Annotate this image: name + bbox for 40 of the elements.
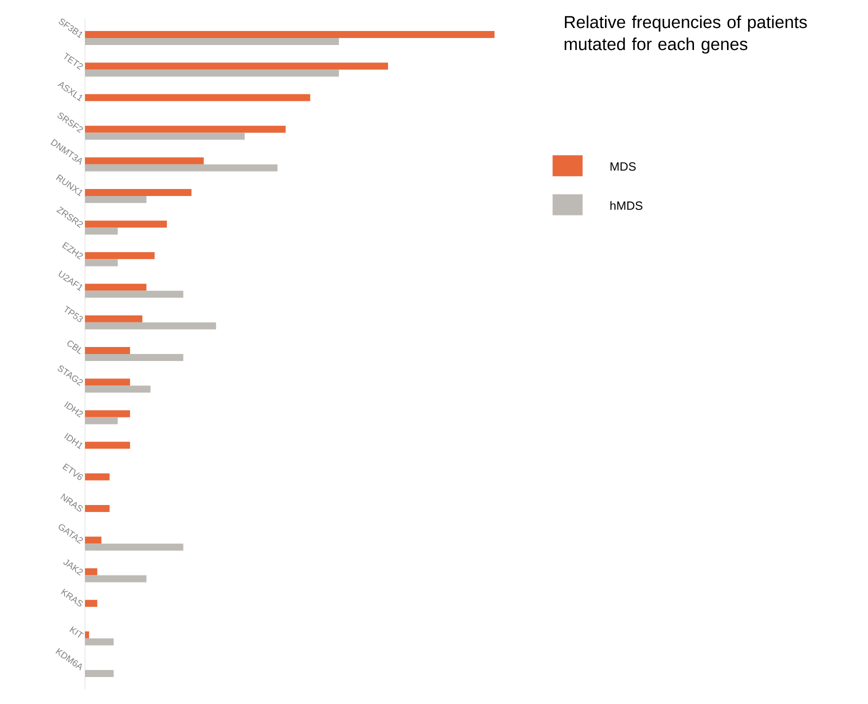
bar	[85, 670, 114, 678]
bar	[85, 157, 204, 164]
bar	[85, 600, 98, 607]
bar	[85, 417, 118, 424]
legend-label: MDS	[610, 162, 636, 171]
bar	[85, 126, 286, 133]
bar	[85, 442, 130, 449]
bar	[85, 638, 114, 646]
bar	[85, 132, 245, 140]
bar	[85, 568, 98, 576]
bar	[85, 473, 110, 480]
bar	[85, 290, 184, 298]
bar	[85, 544, 184, 551]
bar	[85, 196, 146, 203]
bar	[85, 94, 310, 102]
bar	[85, 346, 130, 354]
bar	[85, 284, 146, 291]
legend-label: hMDS	[610, 201, 642, 210]
bar	[85, 38, 339, 45]
y-tick-label: CBL	[67, 340, 82, 354]
bar	[85, 30, 495, 38]
bar	[85, 322, 216, 330]
bar	[85, 315, 142, 322]
bar	[85, 62, 388, 70]
bar	[85, 536, 102, 544]
bar	[85, 410, 130, 418]
bar	[85, 252, 155, 260]
bar	[85, 259, 118, 266]
bar	[85, 386, 151, 393]
bar	[85, 228, 118, 235]
bar	[85, 575, 146, 582]
y-tick-label: KIT	[69, 626, 84, 638]
bar	[85, 220, 167, 228]
bar	[85, 505, 110, 512]
text: Relative frequencies of patients mutated for each genes	[564, 16, 807, 54]
bar	[85, 354, 184, 361]
bar	[85, 378, 130, 386]
bar	[85, 70, 339, 77]
bar	[85, 188, 192, 196]
bar	[85, 164, 278, 172]
